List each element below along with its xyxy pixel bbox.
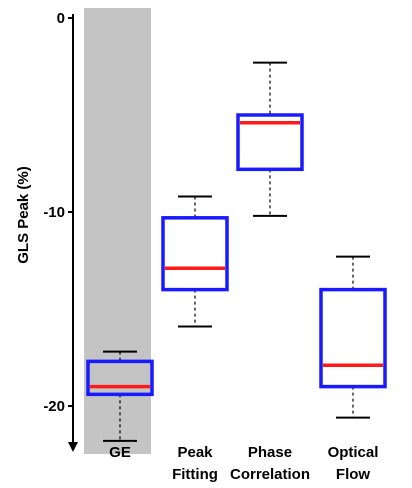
y-axis-arrow-icon <box>68 442 78 452</box>
box-group <box>319 255 387 419</box>
y-axis-title: GLS Peak (%) <box>15 166 32 264</box>
category-label: Optical <box>328 444 379 461</box>
box-group <box>86 350 154 442</box>
y-axis: 0 -10 -20 <box>43 10 78 452</box>
y-tick-label: -10 <box>43 204 65 221</box>
category-label: Flow <box>336 466 370 483</box>
iqr-box <box>319 287 387 389</box>
iqr-box <box>86 359 154 397</box>
box-group <box>236 61 304 217</box>
box-group <box>161 195 229 328</box>
category-label: GE <box>109 444 131 461</box>
category-label: Fitting <box>172 466 218 483</box>
category-label: Phase <box>248 444 292 461</box>
highlight-band <box>84 8 151 454</box>
category-label: Peak <box>177 444 213 461</box>
category-labels: GE Peak Fitting Phase Correlation Optical Flow <box>109 444 378 483</box>
y-tick-label: 0 <box>57 10 65 27</box>
box-series <box>86 61 387 442</box>
y-tick-label: -20 <box>43 398 65 415</box>
iqr-box <box>161 216 229 292</box>
iqr-box <box>236 113 304 172</box>
category-label: Correlation <box>230 466 310 483</box>
